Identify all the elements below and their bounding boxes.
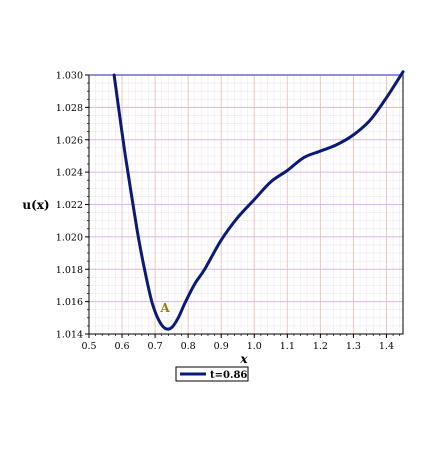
ticks: 0.5 0.6 0.7 0.8 0.9 1.0 1.1 1.2 1.3 1.4 1.014 1.016… — [56, 71, 401, 352]
series-layer — [112, 70, 405, 331]
y-axis-label: u(x) — [22, 198, 49, 212]
y-tick-label: 1.024 — [56, 168, 83, 179]
y-tick-label: 1.022 — [56, 200, 83, 211]
y-tick-label: 1.014 — [56, 330, 83, 341]
x-tick-label: 1.1 — [280, 341, 295, 352]
major-grid — [88, 74, 403, 335]
annotations: A — [159, 301, 170, 315]
x-tick-label: 1.0 — [247, 341, 262, 352]
y-tick-label: 1.018 — [56, 265, 83, 276]
y-tick-label: 1.030 — [56, 71, 83, 82]
legend: t=0.86 — [175, 366, 249, 382]
x-tick-label: 0.5 — [81, 341, 96, 352]
legend-box — [175, 366, 249, 382]
legend-entry-label: t=0.86 — [210, 370, 247, 381]
x-tick-label: 1.4 — [379, 341, 394, 352]
y-tick-label: 1.026 — [56, 135, 83, 146]
x-tick-label: 0.6 — [114, 341, 129, 352]
y-tick-label: 1.020 — [56, 232, 83, 243]
x-tick-label: 1.3 — [346, 341, 361, 352]
x-axis-label: x — [239, 352, 248, 366]
point-label: A — [159, 301, 170, 315]
y-tick-label: 1.028 — [56, 103, 83, 114]
x-tick-label: 0.7 — [148, 341, 163, 352]
x-tick-label: 0.8 — [181, 341, 196, 352]
y-tick-label: 1.016 — [56, 297, 83, 308]
x-tick-label: 1.2 — [313, 341, 328, 352]
series-line — [112, 70, 405, 331]
x-tick-label: 0.9 — [214, 341, 229, 352]
